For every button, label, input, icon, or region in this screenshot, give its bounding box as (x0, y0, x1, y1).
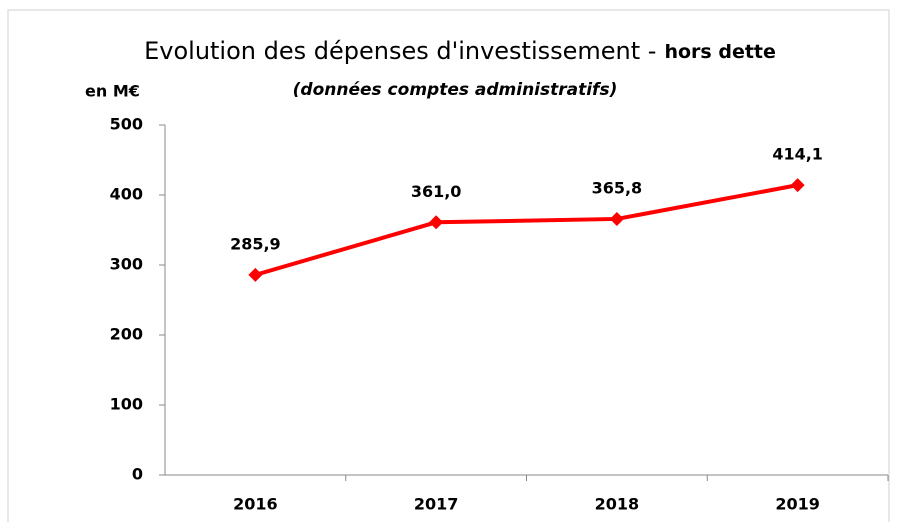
y-tick-label: 100 (110, 395, 143, 414)
point-marker (248, 267, 263, 282)
y-tick-label: 200 (110, 325, 143, 344)
data-label: 414,1 (772, 145, 823, 164)
y-tick-label: 400 (110, 185, 143, 204)
x-tick-label: 2017 (414, 495, 459, 514)
x-tick-label: 2016 (233, 495, 278, 514)
x-tick-label: 2019 (775, 495, 820, 514)
subtitle: (données comptes administratifs) (293, 80, 618, 100)
data-label: 361,0 (411, 182, 462, 201)
point-marker (790, 178, 805, 193)
chart-frame (7, 9, 890, 522)
data-label: 365,8 (592, 178, 643, 197)
chart-title: Evolution des dépenses d'investissement … (144, 37, 776, 65)
y-tick-label: 0 (132, 465, 143, 484)
series-line (254, 183, 798, 277)
data-label: 285,9 (230, 234, 281, 253)
y-tick-label: 500 (110, 115, 143, 134)
title-note: hors dette (664, 41, 775, 63)
point-marker (609, 211, 624, 226)
y-axis-label: en M€ (85, 82, 140, 101)
y-tick-label: 300 (110, 255, 143, 274)
x-tick-label: 2018 (595, 495, 640, 514)
point-marker (429, 215, 444, 230)
title-main: Evolution des dépenses d'investissement … (144, 37, 656, 65)
